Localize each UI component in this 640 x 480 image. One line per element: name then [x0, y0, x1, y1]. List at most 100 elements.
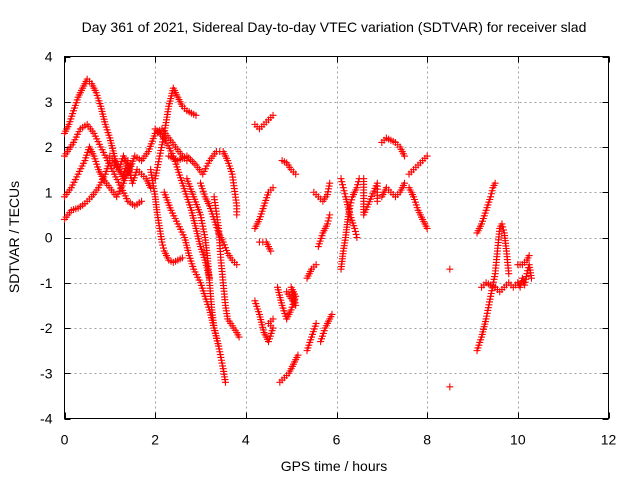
series-arc-g [147, 166, 186, 266]
data-point [423, 224, 431, 232]
data-point [233, 211, 241, 219]
data-point [488, 187, 496, 195]
data-point [325, 214, 333, 222]
data-point [341, 190, 349, 198]
series-arc-ae [405, 184, 431, 232]
series-arc-ab [360, 175, 381, 219]
data-point [347, 199, 355, 207]
x-axis-label: GPS time / hours [281, 458, 388, 474]
data-point [351, 224, 359, 232]
data-point [523, 270, 531, 278]
series-arc-t [274, 283, 300, 323]
series-arc-ai [473, 179, 499, 237]
data-point [525, 252, 533, 260]
data-point [373, 197, 381, 205]
y-tick-label: 2 [45, 139, 53, 155]
data-point [323, 220, 331, 228]
series-arc-z [337, 175, 363, 273]
data-point [221, 378, 229, 386]
x-tick-label: 8 [423, 432, 431, 448]
series-arc-al [514, 261, 535, 291]
series-arc-ah [473, 220, 513, 355]
data-point [159, 241, 167, 249]
data-point [269, 315, 277, 323]
y-tick-label: 0 [45, 230, 53, 246]
x-tick-label: 12 [601, 432, 617, 448]
data-point [339, 184, 347, 192]
series-arc-ad [378, 179, 408, 201]
y-tick-label: -2 [40, 320, 53, 336]
data-point [498, 220, 506, 228]
series-arc-v [303, 261, 320, 282]
series-arc-p [251, 184, 277, 255]
data-point [423, 152, 431, 160]
chart-title: Day 361 of 2021, Sidereal Day-to-day VTE… [82, 19, 587, 35]
y-axis-label: SDTVAR / TECUs [6, 181, 22, 293]
series-arc-w [310, 179, 334, 205]
series-arc-l [165, 148, 241, 219]
x-tick-label: 4 [242, 432, 250, 448]
data-point [269, 184, 277, 192]
y-tick-label: 1 [45, 184, 53, 200]
data-point [324, 217, 332, 225]
series-arc-r [278, 157, 300, 178]
data-point [178, 254, 186, 262]
series-arc-b [61, 75, 127, 183]
y-tick-label: -4 [40, 411, 53, 427]
data-point [487, 190, 495, 198]
data-point [192, 111, 200, 119]
data-point [235, 333, 243, 341]
axis-ticks [64, 56, 610, 420]
series-arc-m [197, 179, 241, 269]
data-point [340, 187, 348, 195]
x-tick-label: 10 [510, 432, 526, 448]
series-arc-q [251, 297, 277, 346]
data-point [353, 184, 361, 192]
data-point [505, 270, 513, 278]
data-point [292, 170, 300, 178]
x-tick-label: 2 [151, 432, 159, 448]
data-point [158, 238, 166, 246]
x-tick-label: 6 [333, 432, 341, 448]
data-point [338, 178, 346, 186]
data-point [516, 283, 524, 291]
data-point [354, 181, 362, 189]
data-point [491, 179, 499, 187]
series-arc-i [151, 125, 214, 282]
data-point [138, 197, 146, 205]
y-tick-labels: -4 -3 -2 -1 0 1 2 3 4 [40, 49, 53, 427]
data-point [352, 230, 360, 238]
series-arc-k [183, 175, 229, 386]
data-point [337, 175, 345, 183]
data-point [233, 261, 241, 269]
data-point [353, 234, 361, 241]
x-tick-label: 0 [61, 432, 69, 448]
data-point [339, 181, 347, 189]
data-point [267, 247, 275, 255]
series-arc-aj [478, 279, 522, 296]
data-point [328, 310, 336, 318]
grid-lines [64, 56, 609, 419]
data-point [446, 383, 454, 391]
data-point [269, 111, 277, 119]
series-arc-e [106, 152, 155, 192]
y-tick-label: 3 [45, 94, 53, 110]
data-point [326, 211, 334, 219]
series-arc-c [61, 157, 132, 223]
data-point [446, 265, 454, 273]
series-arc-d [61, 143, 134, 201]
series-arc-s [276, 351, 302, 386]
data-point [517, 280, 525, 288]
data-point [401, 152, 408, 160]
y-tick-label: -1 [40, 275, 53, 291]
series-arc-u [303, 319, 320, 355]
data-point [499, 226, 507, 234]
plot-frame [64, 56, 609, 419]
series-arc-n [210, 193, 243, 341]
data-point [326, 179, 334, 187]
x-tick-labels: 0 2 4 6 8 10 12 [61, 432, 617, 448]
series-arc-ak [514, 252, 533, 269]
data-point [499, 223, 507, 231]
data-point [312, 319, 320, 327]
y-tick-label: -3 [40, 365, 53, 381]
